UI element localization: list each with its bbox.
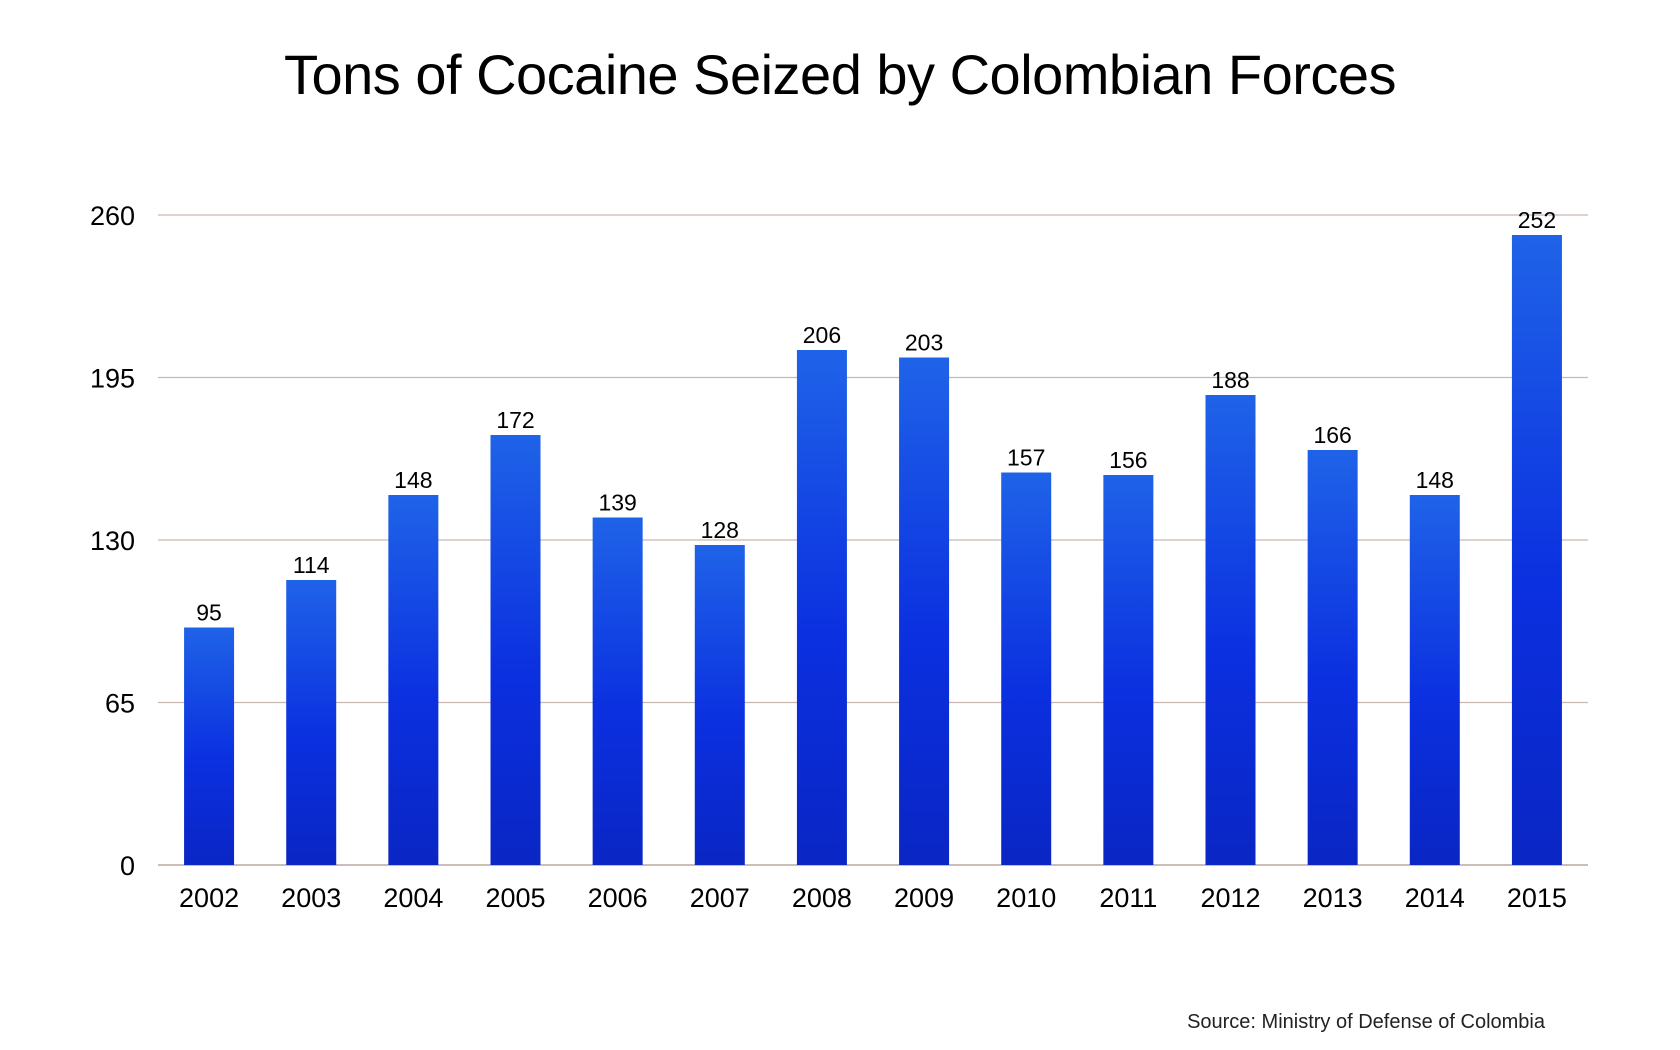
bar-2013 — [1307, 450, 1358, 865]
x-tick-label-2004: 2004 — [383, 883, 443, 913]
x-tick-label-2003: 2003 — [281, 883, 341, 913]
bars — [184, 235, 1562, 865]
x-tick-label-2015: 2015 — [1507, 883, 1567, 913]
bar-2009 — [899, 357, 950, 865]
bar-2012 — [1205, 395, 1256, 865]
data-label-2009: 203 — [905, 330, 943, 356]
x-tick-label-2014: 2014 — [1405, 883, 1465, 913]
data-label-2012: 188 — [1211, 367, 1249, 393]
x-tick-label-2002: 2002 — [179, 883, 239, 913]
chart-title: Tons of Cocaine Seized by Colombian Forc… — [283, 43, 1397, 106]
data-label-2006: 139 — [598, 490, 636, 516]
x-tick-label-2012: 2012 — [1200, 883, 1260, 913]
data-label-2004: 148 — [394, 467, 432, 493]
x-tick-label-2009: 2009 — [894, 883, 954, 913]
bar-2008 — [796, 350, 847, 865]
bar-2002 — [184, 627, 235, 865]
x-tick-label-2013: 2013 — [1303, 883, 1363, 913]
x-tick-label-2006: 2006 — [588, 883, 648, 913]
bar-2004 — [388, 495, 439, 865]
data-label-2015: 252 — [1518, 207, 1556, 233]
bar-2003 — [286, 580, 337, 865]
y-tick-label: 0 — [120, 851, 135, 881]
bar-2010 — [1001, 472, 1052, 865]
bar-2006 — [592, 517, 643, 865]
bar-2015 — [1511, 235, 1562, 865]
source-note: Source: Ministry of Defense of Colombia — [1187, 1011, 1545, 1033]
data-label-2002: 95 — [196, 600, 222, 626]
y-tick-label: 260 — [90, 201, 135, 231]
bar-2011 — [1103, 475, 1154, 865]
data-label-2008: 206 — [803, 322, 841, 348]
x-tick-label-2010: 2010 — [996, 883, 1056, 913]
data-label-2003: 114 — [293, 552, 330, 578]
x-tick-label-2005: 2005 — [485, 883, 545, 913]
data-label-2013: 166 — [1313, 422, 1351, 448]
data-labels: 95 114 148 172 139 128 206 203 157 156 188 166 148 25… — [196, 207, 1556, 626]
data-label-2010: 157 — [1007, 445, 1045, 471]
x-axis-ticks: 2002 2003 2004 2005 2006 2007 2008 2009 2010 2011… — [179, 883, 1567, 913]
data-label-2005: 172 — [496, 407, 534, 433]
data-label-2011: 156 — [1109, 447, 1147, 473]
data-label-2007: 128 — [701, 517, 739, 543]
bar-2014 — [1409, 495, 1460, 865]
data-label-2014: 148 — [1416, 467, 1454, 493]
x-tick-label-2011: 2011 — [1099, 883, 1157, 913]
y-tick-label: 195 — [90, 364, 135, 394]
gridlines — [158, 214, 1588, 866]
x-tick-label-2008: 2008 — [792, 883, 852, 913]
y-tick-label: 130 — [90, 526, 135, 556]
y-tick-label: 65 — [105, 689, 135, 719]
bar-2005 — [490, 435, 541, 865]
x-tick-label-2007: 2007 — [690, 883, 750, 913]
bar-2007 — [694, 545, 745, 865]
y-axis-ticks: 0 65 130 195 260 — [90, 201, 135, 881]
